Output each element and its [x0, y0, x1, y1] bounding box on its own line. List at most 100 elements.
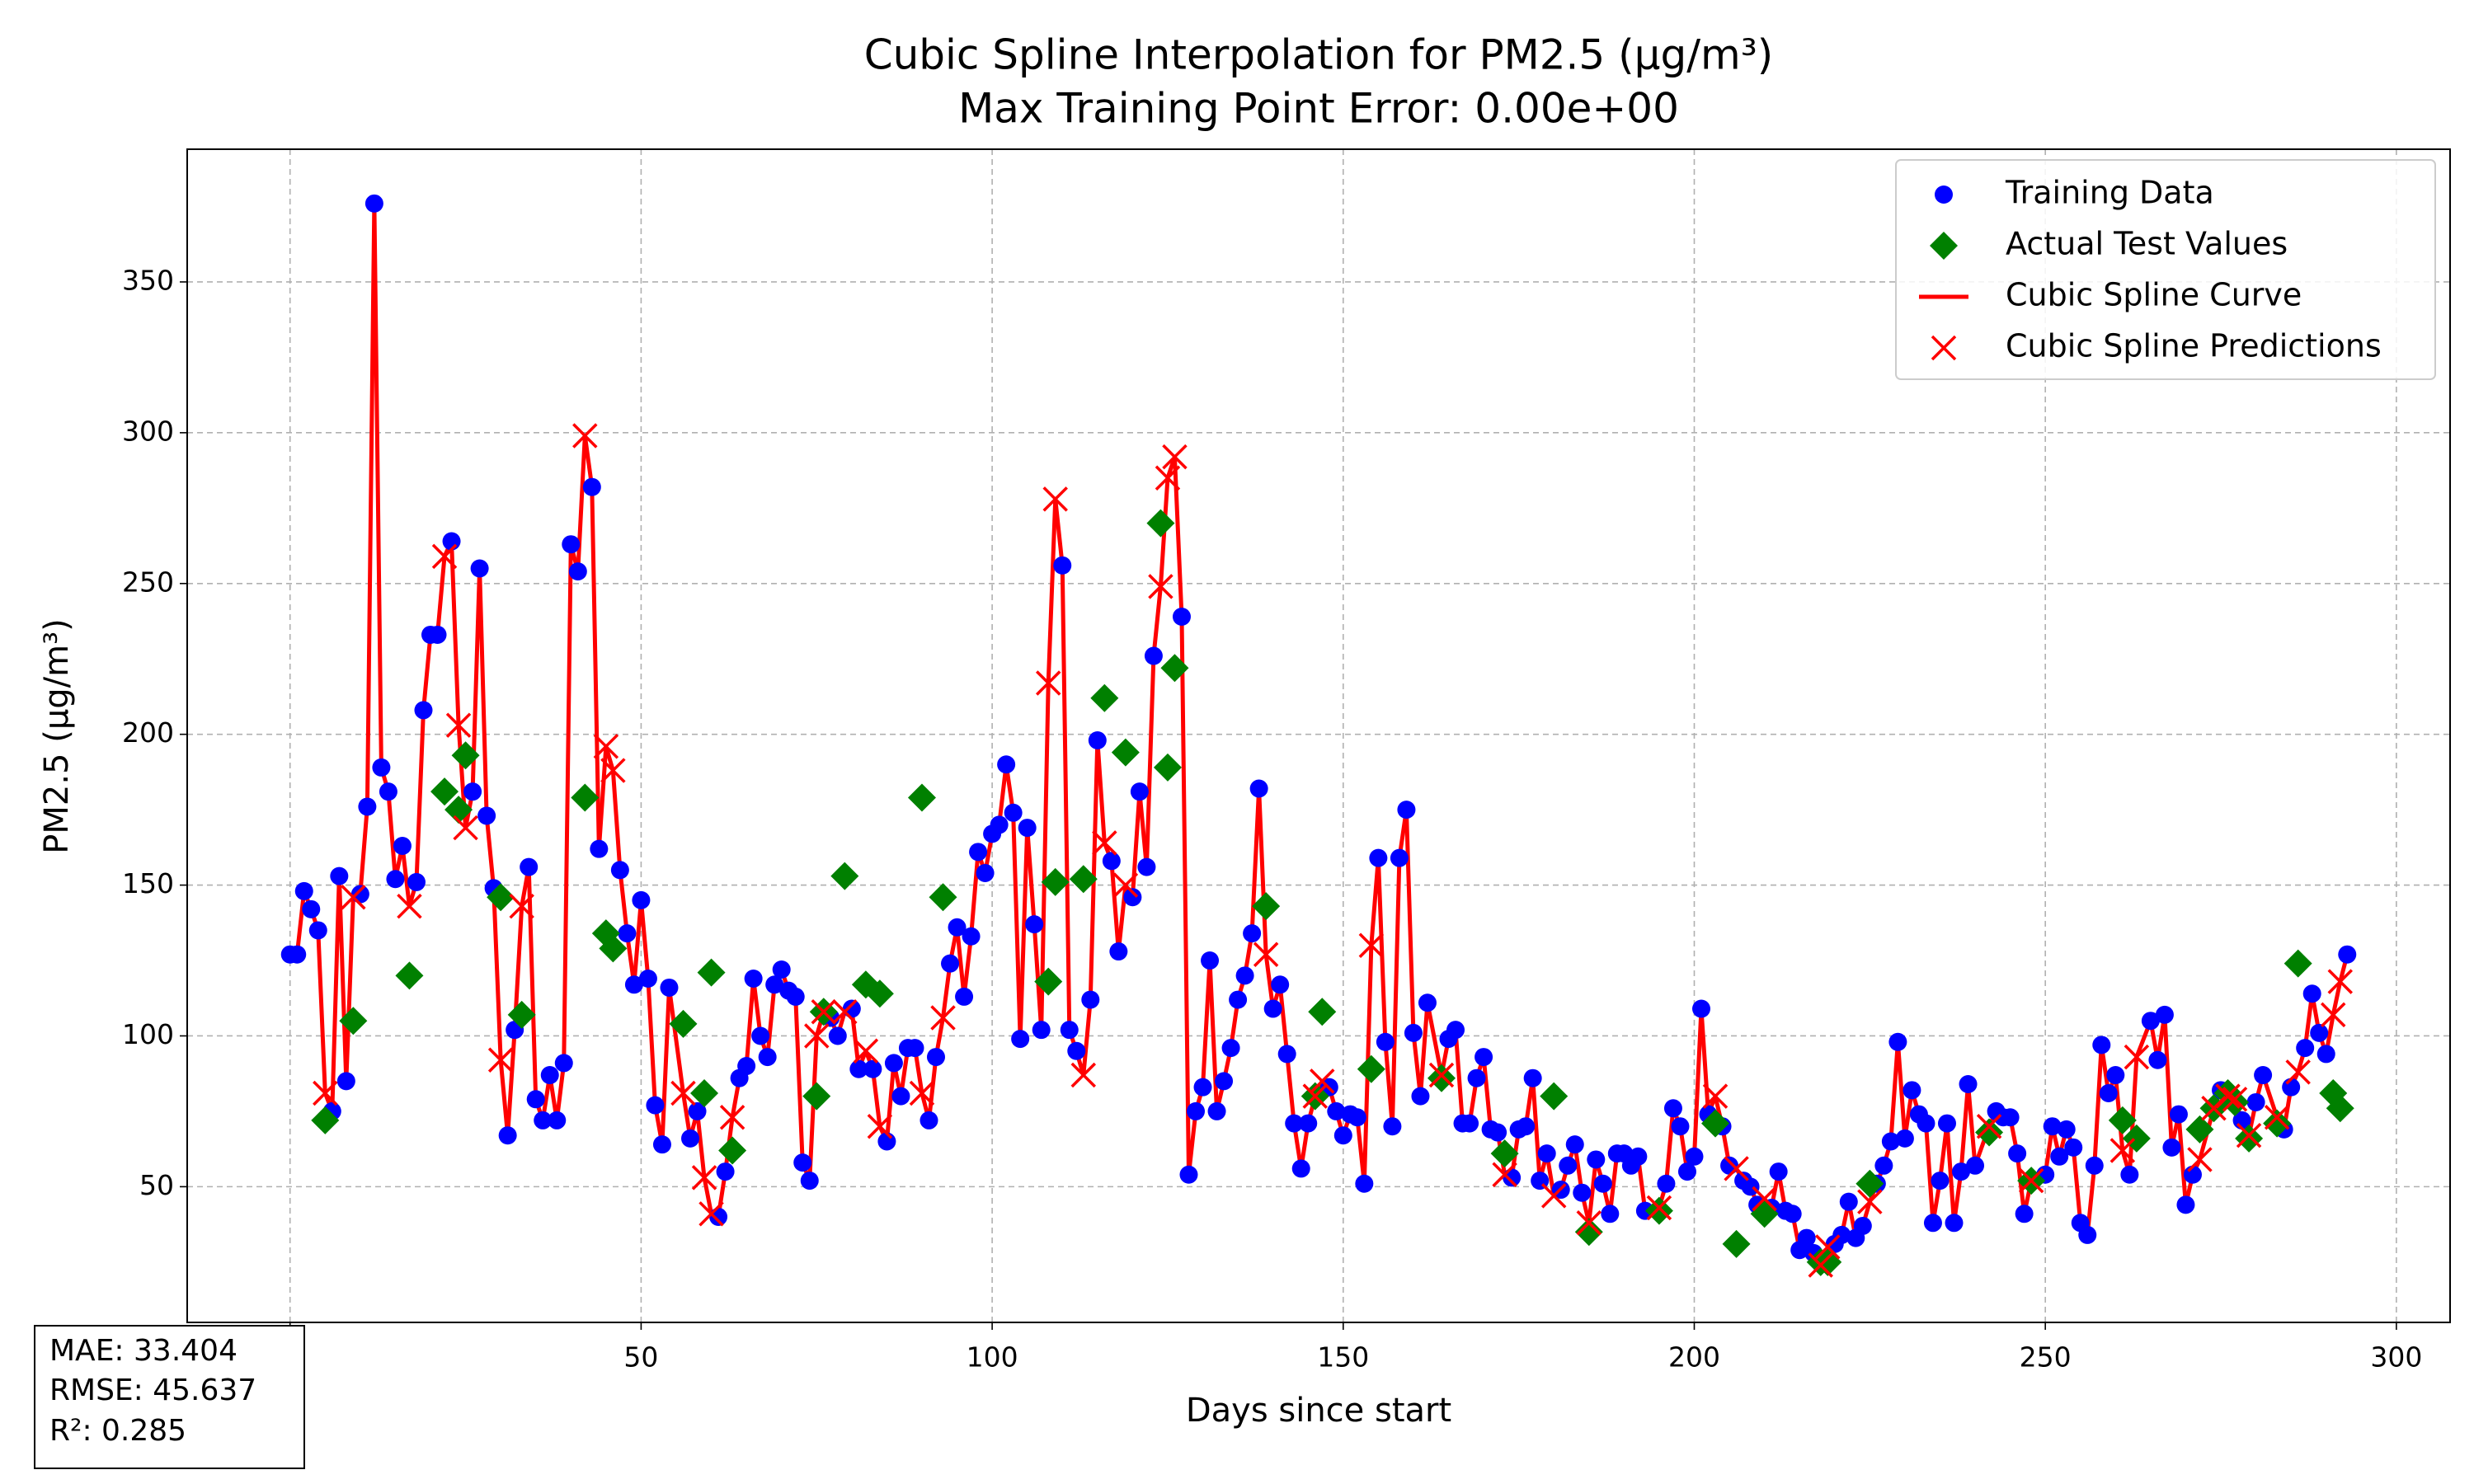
- test-point: [929, 883, 957, 912]
- training-point: [1081, 990, 1100, 1009]
- training-point: [407, 872, 426, 891]
- curve-segment: [330, 874, 341, 1114]
- curve-segment: [2127, 1054, 2139, 1177]
- training-point: [772, 960, 791, 979]
- series-circle: [280, 194, 2357, 1262]
- curve-segment: [962, 934, 974, 999]
- curve-segment: [807, 1033, 819, 1183]
- curve-segment: [646, 976, 657, 1108]
- test-point: [430, 777, 459, 806]
- curve-segment: [1895, 1040, 1907, 1141]
- curve-segment: [1699, 1007, 1711, 1117]
- curve-segment: [435, 554, 447, 637]
- prediction-point: [1724, 1156, 1749, 1181]
- training-point: [926, 1048, 945, 1067]
- training-point: [1193, 1078, 1212, 1097]
- legend-label: Cubic Spline Curve: [2006, 277, 2302, 313]
- training-point: [1923, 1214, 1942, 1233]
- training-point: [2176, 1195, 2195, 1214]
- curve-segment: [2162, 1012, 2174, 1150]
- test-point: [395, 961, 424, 990]
- test-point: [1090, 683, 1119, 712]
- prediction-point: [832, 998, 858, 1025]
- curve-segment: [793, 994, 805, 1165]
- training-point: [618, 924, 637, 943]
- test-point: [2284, 949, 2312, 978]
- training-point: [2338, 945, 2357, 964]
- curve-segment: [702, 1175, 714, 1216]
- curve-segment: [1945, 1121, 1956, 1225]
- curve-segment: [1376, 856, 1388, 1045]
- training-point: [793, 1153, 812, 1172]
- training-point: [2316, 1045, 2335, 1064]
- training-point: [534, 1111, 553, 1129]
- training-point: [1025, 915, 1044, 934]
- prediction-point: [341, 884, 366, 910]
- prediction-point: [600, 758, 626, 783]
- training-point: [1903, 1081, 1921, 1100]
- axes-frame: [186, 148, 2451, 1323]
- curve-segment: [1531, 1076, 1542, 1183]
- prediction-point: [1310, 1068, 1335, 1094]
- training-point: [590, 839, 609, 858]
- training-point: [463, 782, 482, 801]
- curve-segment: [1277, 982, 1290, 1056]
- training-point: [372, 758, 391, 777]
- training-point: [1327, 1101, 1346, 1120]
- curve-segment: [344, 895, 355, 1083]
- test-point: [1252, 892, 1281, 921]
- training-point: [2120, 1165, 2139, 1184]
- axes: 05010015020025030050100150200250300350: [122, 264, 2422, 1373]
- curve-segment: [926, 1054, 938, 1123]
- metric-text: MAE: 33.404: [49, 1334, 238, 1368]
- test-point: [571, 783, 600, 812]
- prediction-point: [1155, 465, 1181, 491]
- training-point: [1657, 1174, 1676, 1193]
- prediction-point: [313, 1080, 338, 1106]
- curve-segment: [1039, 680, 1051, 1032]
- training-point: [562, 535, 581, 554]
- legend-frame: [1895, 159, 2436, 380]
- training-point: [1109, 942, 1128, 961]
- prediction-point: [1808, 1252, 1833, 1278]
- training-point: [2099, 1083, 2118, 1102]
- series-cross: [313, 423, 2353, 1278]
- test-point: [865, 979, 894, 1008]
- training-point: [1418, 993, 1437, 1012]
- training-point: [520, 857, 539, 876]
- prediction-point: [719, 1105, 745, 1130]
- test-point: [1644, 1196, 1673, 1225]
- prediction-point: [1540, 1183, 1567, 1209]
- training-point: [1411, 1087, 1430, 1106]
- prediction-point: [2236, 1122, 2262, 1148]
- curve-segment: [969, 849, 981, 939]
- training-point: [1179, 1165, 1198, 1184]
- curve-segment: [765, 982, 777, 1059]
- prediction-point: [593, 734, 619, 759]
- training-point: [976, 863, 995, 882]
- training-point: [2015, 1205, 2034, 1223]
- training-point: [2001, 1108, 2020, 1127]
- curve-segment: [2071, 1145, 2083, 1225]
- curve-segment: [484, 813, 496, 890]
- training-point: [428, 625, 447, 644]
- training-point: [1299, 1114, 1318, 1133]
- metric-text: R²: 0.285: [49, 1414, 186, 1448]
- curve-segment: [1088, 738, 1100, 1003]
- curve-segment: [414, 707, 426, 885]
- training-point: [863, 1059, 882, 1078]
- prediction-point: [1752, 1186, 1777, 1212]
- curve-segment: [618, 867, 629, 936]
- training-point: [2043, 1117, 2062, 1136]
- prediction-point: [1702, 1083, 1729, 1109]
- curve-segment: [1151, 584, 1163, 659]
- training-point: [498, 1126, 517, 1145]
- y-tick-label: 200: [122, 716, 174, 749]
- curve-segment: [1481, 1054, 1493, 1132]
- test-point: [1041, 867, 1070, 896]
- metric-text: RMSE: 45.637: [49, 1374, 256, 1407]
- test-point: [2263, 1109, 2292, 1138]
- training-point: [737, 1057, 756, 1076]
- training-point: [393, 837, 412, 856]
- training-point: [1390, 848, 1409, 867]
